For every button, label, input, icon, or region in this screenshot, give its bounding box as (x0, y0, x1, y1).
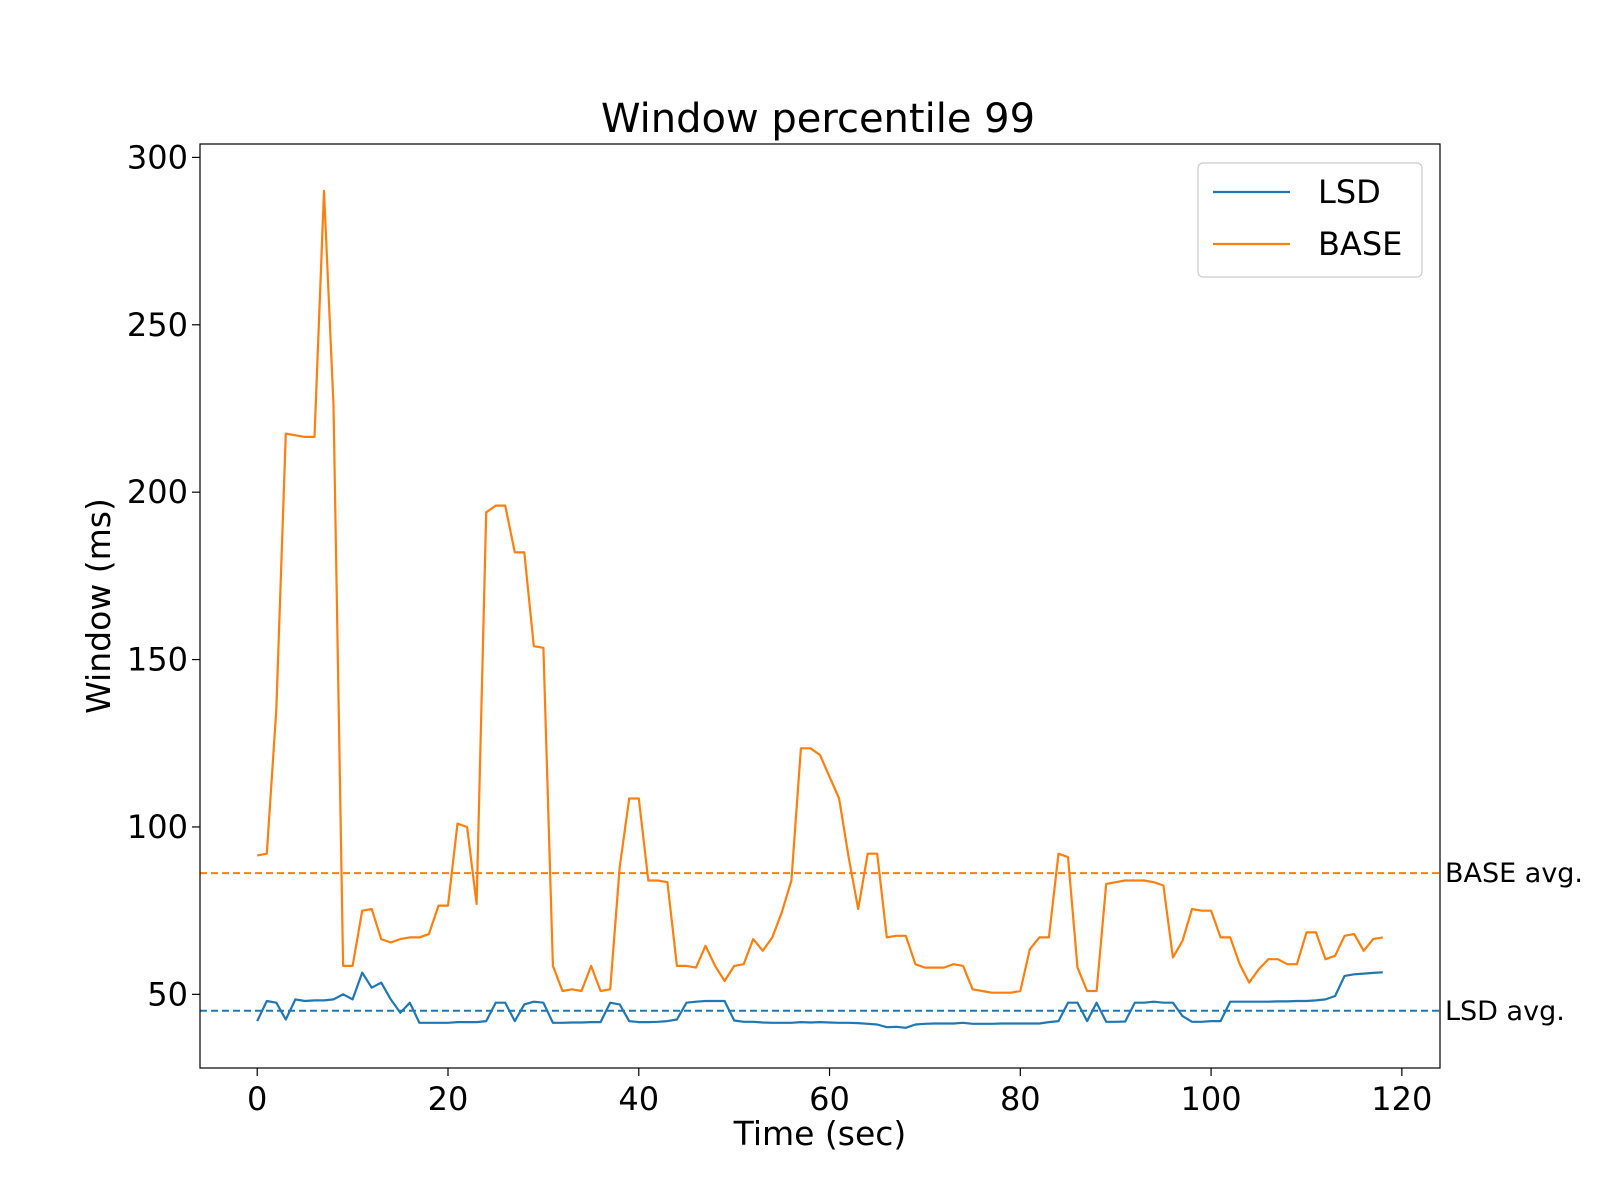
y-tick-label: 100 (127, 808, 188, 846)
y-tick-label: 300 (127, 138, 188, 176)
y-tick-label: 200 (127, 473, 188, 511)
plot-frame (199, 143, 1441, 1069)
x-axis-label: Time (sec) (733, 1114, 907, 1153)
y-tick-label: 50 (147, 975, 188, 1013)
reference-line-label: BASE avg. (1445, 858, 1583, 889)
x-tick-label: 40 (618, 1080, 659, 1118)
reference-lines (200, 872, 1440, 1012)
legend-label: LSD (1318, 173, 1381, 211)
x-tick-label: 0 (247, 1080, 267, 1118)
series-lines (256, 189, 1383, 1029)
legend-label: BASE (1318, 225, 1402, 263)
y-tick-label: 250 (127, 306, 188, 344)
x-tick-label: 120 (1371, 1080, 1432, 1118)
series-line-lsd (256, 971, 1383, 1029)
legend-entries: LSD BASE (1213, 173, 1402, 263)
x-tick-label: 60 (809, 1080, 850, 1118)
reference-line-label: LSD avg. (1445, 996, 1565, 1027)
x-tick-label: 100 (1181, 1080, 1242, 1118)
y-tick-label: 150 (127, 641, 188, 679)
plot-area (199, 143, 1441, 1069)
x-axis: 0 20 40 60 80 100 120 (247, 1068, 1432, 1118)
x-tick-label: 80 (1000, 1080, 1041, 1118)
x-tick-label: 20 (428, 1080, 469, 1118)
y-axis-label: Window (ms) (79, 498, 118, 714)
series-line-base (257, 189, 1383, 994)
reference-labels: BASE avg. LSD avg. (1445, 858, 1583, 1027)
chart-title: Window percentile 99 (601, 96, 1035, 142)
legend: LSD BASE (1197, 162, 1423, 278)
y-axis: 50 100 150 200 250 300 (127, 138, 200, 1013)
